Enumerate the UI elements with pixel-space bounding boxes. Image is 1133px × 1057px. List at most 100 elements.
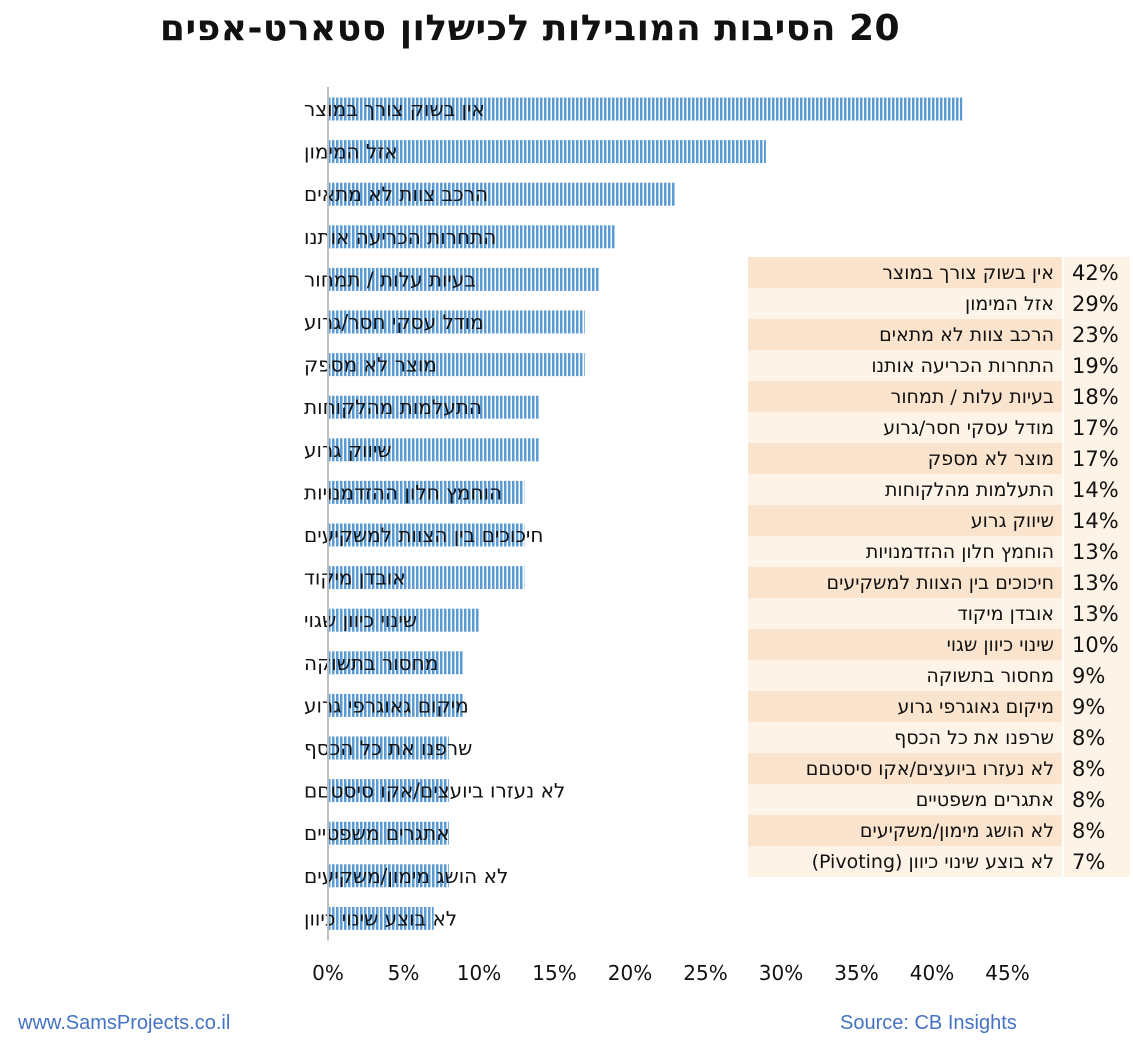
category-label: בעיות עלות / תמחור (304, 267, 476, 291)
category-label: התחרות הכריעה אותנו (304, 225, 496, 249)
legend-reason-label: בעיות עלות / תמחור (748, 381, 1062, 412)
legend-percent-value: 7% (1064, 846, 1130, 877)
legend-separator (1062, 722, 1064, 753)
bar (328, 906, 434, 930)
bar (328, 97, 963, 121)
legend-separator (1062, 660, 1064, 691)
category-label: שינוי כיוון שגוי (304, 608, 417, 632)
category-label: אין בשוק צורך במוצר (304, 97, 485, 121)
x-tick-labels-group: 0% 5% 10% 15% 20% 25% 30% 35% 40% 45% (312, 961, 1030, 985)
bar (328, 693, 464, 717)
x-tick-label: 15% (532, 961, 576, 985)
legend-reason-label: אתגרים משפטיים (748, 784, 1062, 815)
legend-row: שרפנו את כל הכסף 8% (748, 722, 1130, 753)
legend-row: שיווק גרוע 14% (748, 505, 1130, 536)
legend-row: לא בוצע שינוי כיוון (Pivoting) 7% (748, 846, 1130, 877)
legend-percent-value: 9% (1064, 660, 1130, 691)
legend-row: אובדן מיקוד 13% (748, 598, 1130, 629)
bar (328, 480, 525, 504)
legend-reason-label: התעלמות מהלקוחות (748, 474, 1062, 505)
legend-separator (1062, 815, 1064, 846)
legend-row: שינוי כיוון שגוי 10% (748, 629, 1130, 660)
chart-title: 20 הסיבות המובילות לכישלון סטארט-אפים (159, 8, 901, 49)
legend-separator (1062, 350, 1064, 381)
legend-percent-value: 13% (1064, 536, 1130, 567)
legend-percent-value: 13% (1064, 567, 1130, 598)
bar (328, 864, 449, 888)
category-label: אזל המימון (304, 140, 398, 164)
legend-separator (1062, 536, 1064, 567)
legend-row: הרכב צוות לא מתאים 23% (748, 319, 1130, 350)
category-label: אובדן מיקוד (304, 566, 406, 590)
category-label: מיקום גאוגרפי גרוע (304, 693, 469, 717)
category-label: הוחמץ חלון ההזדמנויות (304, 480, 502, 504)
legend-reason-label: שרפנו את כל הכסף (748, 722, 1062, 753)
legend-separator (1062, 257, 1064, 288)
bar (328, 779, 449, 803)
legend-reason-label: אובדן מיקוד (748, 598, 1062, 629)
category-label: אתגרים משפטיים (304, 821, 450, 845)
bar (328, 608, 479, 632)
legend-percent-value: 29% (1064, 288, 1130, 319)
bar (328, 736, 449, 760)
bar (328, 310, 585, 334)
legend-percent-value: 23% (1064, 319, 1130, 350)
x-tick-label: 0% (312, 961, 344, 985)
legend-reason-label: מחסור בתשוקה (748, 660, 1062, 691)
bar (328, 566, 525, 590)
category-label: מחסור בתשוקה (304, 651, 438, 675)
legend-separator (1062, 567, 1064, 598)
legend-separator (1062, 319, 1064, 350)
bar (328, 821, 449, 845)
category-label: מוצר לא מספק (304, 353, 437, 377)
category-label: הרכב צוות לא מתאים (304, 182, 488, 206)
legend-percent-value: 18% (1064, 381, 1130, 412)
legend-reason-label: התחרות הכריעה אותנו (748, 350, 1062, 381)
legend-table: אין בשוק צורך במוצר 42% אזל המימון 29% הרכב … (748, 257, 1130, 877)
legend-reason-label: מודל עסקי חסר/גרוע (748, 412, 1062, 443)
legend-percent-value: 8% (1064, 753, 1130, 784)
legend-percent-value: 17% (1064, 412, 1130, 443)
category-label: לא נעזרו ביועצים/אקו סיסטםם (304, 779, 565, 803)
category-label: התעלמות מהלקוחות (304, 395, 482, 419)
x-tick-label: 10% (457, 961, 501, 985)
legend-percent-value: 14% (1064, 474, 1130, 505)
x-tick-label: 30% (759, 961, 803, 985)
legend-separator (1062, 629, 1064, 660)
legend-reason-label: שינוי כיוון שגוי (748, 629, 1062, 660)
legend-reason-label: מוצר לא מספק (748, 443, 1062, 474)
bar (328, 267, 600, 291)
legend-percent-value: 10% (1064, 629, 1130, 660)
legend-percent-value: 13% (1064, 598, 1130, 629)
source-footer: Source: CB Insights (840, 1012, 1017, 1034)
legend-reason-label: לא הושג מימון/משקיעים (748, 815, 1062, 846)
legend-row: מחסור בתשוקה 9% (748, 660, 1130, 691)
legend-percent-value: 17% (1064, 443, 1130, 474)
legend-reason-label: אין בשוק צורך במוצר (748, 257, 1062, 288)
legend-row: מיקום גאוגרפי גרוע 9% (748, 691, 1130, 722)
category-label: שרפנו את כל הכסף (304, 736, 472, 760)
legend-percent-value: 42% (1064, 257, 1130, 288)
legend-row: התחרות הכריעה אותנו 19% (748, 350, 1130, 381)
legend-reason-label: הרכב צוות לא מתאים (748, 319, 1062, 350)
legend-percent-value: 8% (1064, 784, 1130, 815)
legend-reason-label: הוחמץ חלון ההזדמנויות (748, 536, 1062, 567)
legend-reason-label: אזל המימון (748, 288, 1062, 319)
legend-separator (1062, 474, 1064, 505)
legend-separator (1062, 288, 1064, 319)
legend-row: לא הושג מימון/משקיעים 8% (748, 815, 1130, 846)
legend-separator (1062, 505, 1064, 536)
legend-percent-value: 14% (1064, 505, 1130, 536)
category-label: מודל עסקי חסר/גרוע (304, 310, 484, 334)
bar (328, 395, 540, 419)
legend-row: אזל המימון 29% (748, 288, 1130, 319)
website-footer[interactable]: www.SamsProjects.co.il (18, 1012, 231, 1034)
bar (328, 438, 540, 462)
category-label: לא הושג מימון/משקיעים (304, 864, 508, 888)
legend-separator (1062, 784, 1064, 815)
legend-row: בעיות עלות / תמחור 18% (748, 381, 1130, 412)
legend-row: התעלמות מהלקוחות 14% (748, 474, 1130, 505)
legend-separator (1062, 598, 1064, 629)
legend-reason-label: חיכוכים בין הצוות למשקיעים (748, 567, 1062, 598)
